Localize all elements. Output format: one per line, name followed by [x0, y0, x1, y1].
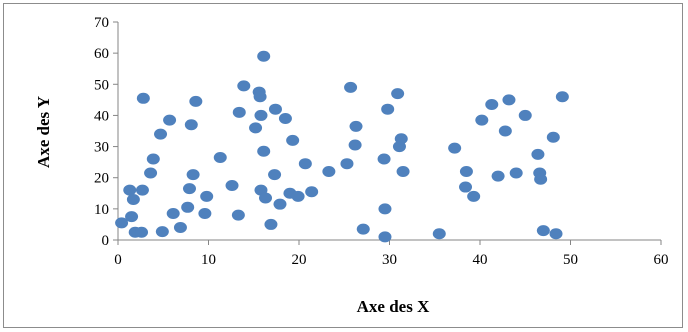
- data-point: [155, 226, 169, 238]
- data-point: [125, 211, 139, 223]
- data-point: [135, 226, 149, 238]
- x-tick-label: 20: [292, 252, 307, 268]
- data-point: [181, 201, 195, 213]
- data-point: [377, 153, 391, 165]
- data-point: [546, 131, 560, 143]
- y-tick-label: 60: [94, 46, 109, 62]
- x-tick-label: 0: [114, 252, 122, 268]
- data-point: [485, 99, 499, 111]
- data-point: [378, 203, 392, 215]
- data-point: [268, 169, 282, 181]
- data-point: [378, 231, 392, 243]
- y-tick-label: 50: [94, 77, 109, 93]
- data-point: [273, 198, 287, 210]
- data-point: [394, 133, 408, 145]
- x-tick-label: 60: [654, 252, 669, 268]
- data-point: [549, 228, 563, 240]
- data-point: [432, 228, 446, 240]
- x-tick-label: 30: [382, 252, 397, 268]
- data-point: [491, 170, 505, 182]
- y-tick-label: 0: [102, 233, 110, 249]
- data-point: [213, 151, 227, 163]
- data-point: [344, 81, 358, 93]
- data-point: [459, 165, 473, 177]
- data-point: [259, 192, 273, 204]
- data-point: [348, 139, 362, 151]
- data-point: [154, 128, 168, 140]
- data-point: [249, 122, 263, 134]
- data-point: [237, 80, 251, 92]
- data-point: [278, 113, 292, 125]
- x-tick-label: 50: [563, 252, 578, 268]
- data-point: [135, 184, 149, 196]
- data-points: [115, 50, 569, 243]
- data-point: [536, 225, 550, 237]
- y-tick-label: 70: [94, 15, 109, 31]
- x-tick-label: 10: [201, 252, 216, 268]
- data-point: [253, 91, 267, 103]
- data-point: [305, 186, 319, 198]
- data-point: [286, 134, 300, 146]
- data-point: [254, 109, 268, 121]
- data-point: [232, 106, 246, 118]
- x-tick-label: 40: [473, 252, 488, 268]
- y-tick-label: 10: [94, 202, 109, 218]
- data-point: [123, 184, 137, 196]
- data-point: [448, 142, 462, 154]
- data-point: [396, 165, 410, 177]
- data-point: [182, 183, 196, 195]
- data-point: [391, 88, 405, 100]
- data-point: [291, 190, 305, 202]
- data-point: [555, 91, 569, 103]
- data-point: [531, 148, 545, 160]
- data-point: [126, 194, 140, 206]
- data-point: [467, 190, 481, 202]
- x-axis-title: Axe des X: [357, 297, 430, 316]
- data-point: [475, 114, 489, 126]
- data-point: [146, 153, 160, 165]
- data-point: [459, 181, 473, 193]
- data-point: [136, 92, 150, 104]
- data-point: [115, 217, 129, 229]
- data-point: [225, 180, 239, 191]
- data-point: [381, 103, 395, 115]
- data-point: [498, 125, 512, 137]
- y-axis-title: Axe des Y: [34, 96, 53, 168]
- data-point: [198, 208, 212, 220]
- data-point: [340, 158, 354, 170]
- data-point: [322, 165, 336, 177]
- data-point: [257, 145, 271, 157]
- data-point: [184, 119, 198, 131]
- data-point: [298, 158, 312, 170]
- data-point: [257, 50, 271, 62]
- x-ticks: 0 10 20 30 40 50 60: [114, 240, 669, 268]
- data-point: [534, 173, 548, 185]
- data-point: [163, 114, 177, 126]
- data-point: [186, 169, 200, 181]
- data-point: [268, 103, 282, 115]
- data-point: [518, 109, 532, 121]
- data-point: [200, 190, 214, 202]
- data-point: [509, 167, 523, 179]
- data-point: [173, 222, 187, 234]
- data-point: [231, 209, 245, 221]
- y-tick-label: 20: [94, 171, 109, 187]
- chart-frame: 0 10 20 30 40 50 60 0 10 20 30 40 50 60 70 Axe des X …: [3, 3, 683, 328]
- data-point: [264, 218, 278, 230]
- data-point: [349, 120, 363, 132]
- y-tick-label: 30: [94, 140, 109, 156]
- data-point: [166, 208, 180, 220]
- data-point: [502, 94, 516, 106]
- data-point: [144, 167, 158, 179]
- data-point: [189, 95, 203, 107]
- data-point: [356, 223, 370, 235]
- y-tick-label: 40: [94, 108, 109, 124]
- y-ticks: 0 10 20 30 40 50 60 70: [94, 15, 118, 249]
